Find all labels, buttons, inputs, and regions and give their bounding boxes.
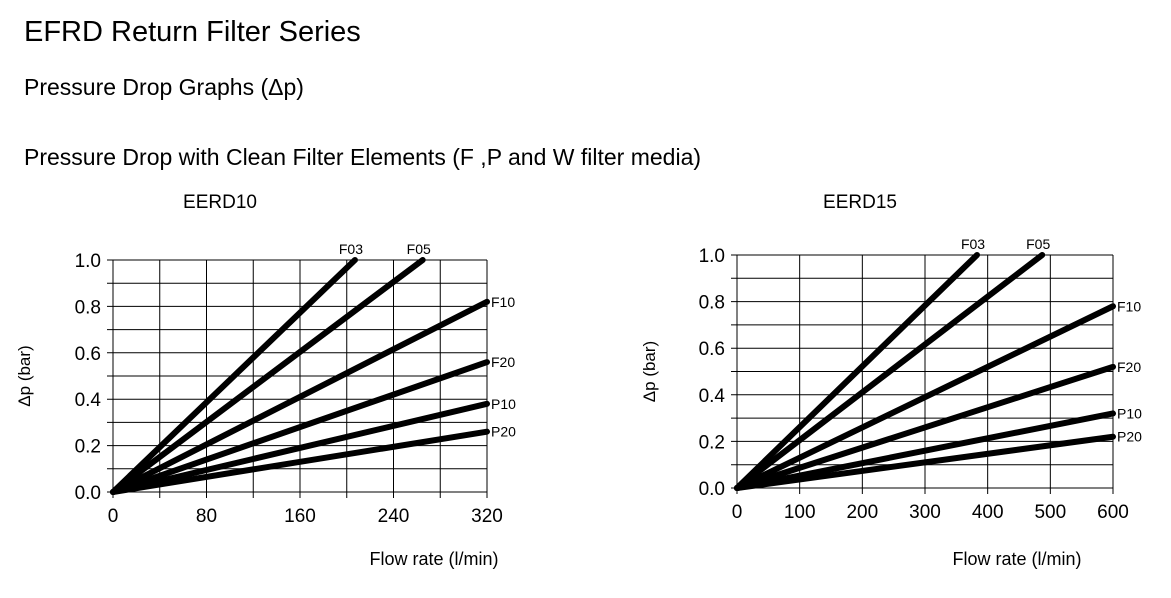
y-tick-label: 0.8 [699,293,725,314]
section-heading: Pressure Drop with Clean Filter Elements… [24,144,702,170]
y-tick-label: 1.0 [699,246,725,267]
series-line-p20 [110,428,490,495]
y-tick-label: 0.6 [75,344,101,365]
page-title: EFRD Return Filter Series [24,16,361,48]
x-tick-label: 100 [784,502,816,523]
x-axis-label: Flow rate (l/min) [952,549,1081,569]
series-label: F10 [1117,298,1141,314]
series-line-f10 [734,303,1116,491]
series-line-f05 [734,252,1046,491]
series-label: F05 [407,241,431,257]
series-line-f10 [110,298,490,495]
x-tick-label: 400 [972,502,1004,523]
y-tick-label: 1.0 [75,251,101,272]
x-tick-label: 600 [1097,502,1129,523]
chart-title: EERD10 [183,192,257,213]
x-tick-label: 200 [846,502,878,523]
series-line-p10 [110,400,490,495]
series-label: F03 [961,236,985,252]
series-line-f05 [110,257,426,495]
y-tick-label: 0.4 [75,390,102,411]
series-label: F20 [1117,359,1141,375]
y-tick-label: 0.6 [699,339,725,360]
y-axis-label: Δp (bar) [640,341,659,402]
series-line-f20 [734,363,1116,491]
x-tick-label: 240 [378,506,410,527]
series-line-p10 [734,410,1116,491]
x-tick-label: 80 [196,506,217,527]
x-tick-label: 500 [1034,502,1066,523]
y-tick-label: 0.2 [75,437,101,458]
series-line-p20 [734,433,1116,491]
x-tick-label: 0 [732,502,743,523]
y-tick-label: 0.8 [75,297,101,318]
subtitle: Pressure Drop Graphs (Δp) [24,74,304,100]
series-line-f03 [734,252,981,491]
series-label: P10 [491,396,516,412]
x-axis-label: Flow rate (l/min) [369,549,498,569]
x-tick-label: 300 [909,502,941,523]
series-label: F10 [491,294,515,310]
y-tick-label: 0.2 [699,432,725,453]
series-label: P20 [491,424,516,440]
series-label: P10 [1117,405,1142,421]
series-label: F20 [491,354,515,370]
series-label: P20 [1117,429,1142,445]
x-tick-label: 160 [284,506,316,527]
y-tick-label: 0.0 [699,479,725,500]
series-line-f03 [110,257,358,495]
y-tick-label: 0.0 [75,483,101,504]
x-tick-label: 0 [108,506,119,527]
x-tick-label: 320 [471,506,503,527]
y-tick-label: 0.4 [699,386,726,407]
series-label: F05 [1026,236,1050,252]
series-label: F03 [339,241,363,257]
y-axis-label: Δp (bar) [15,345,34,406]
series-line-f20 [110,359,490,495]
chart-title: EERD15 [823,192,897,213]
